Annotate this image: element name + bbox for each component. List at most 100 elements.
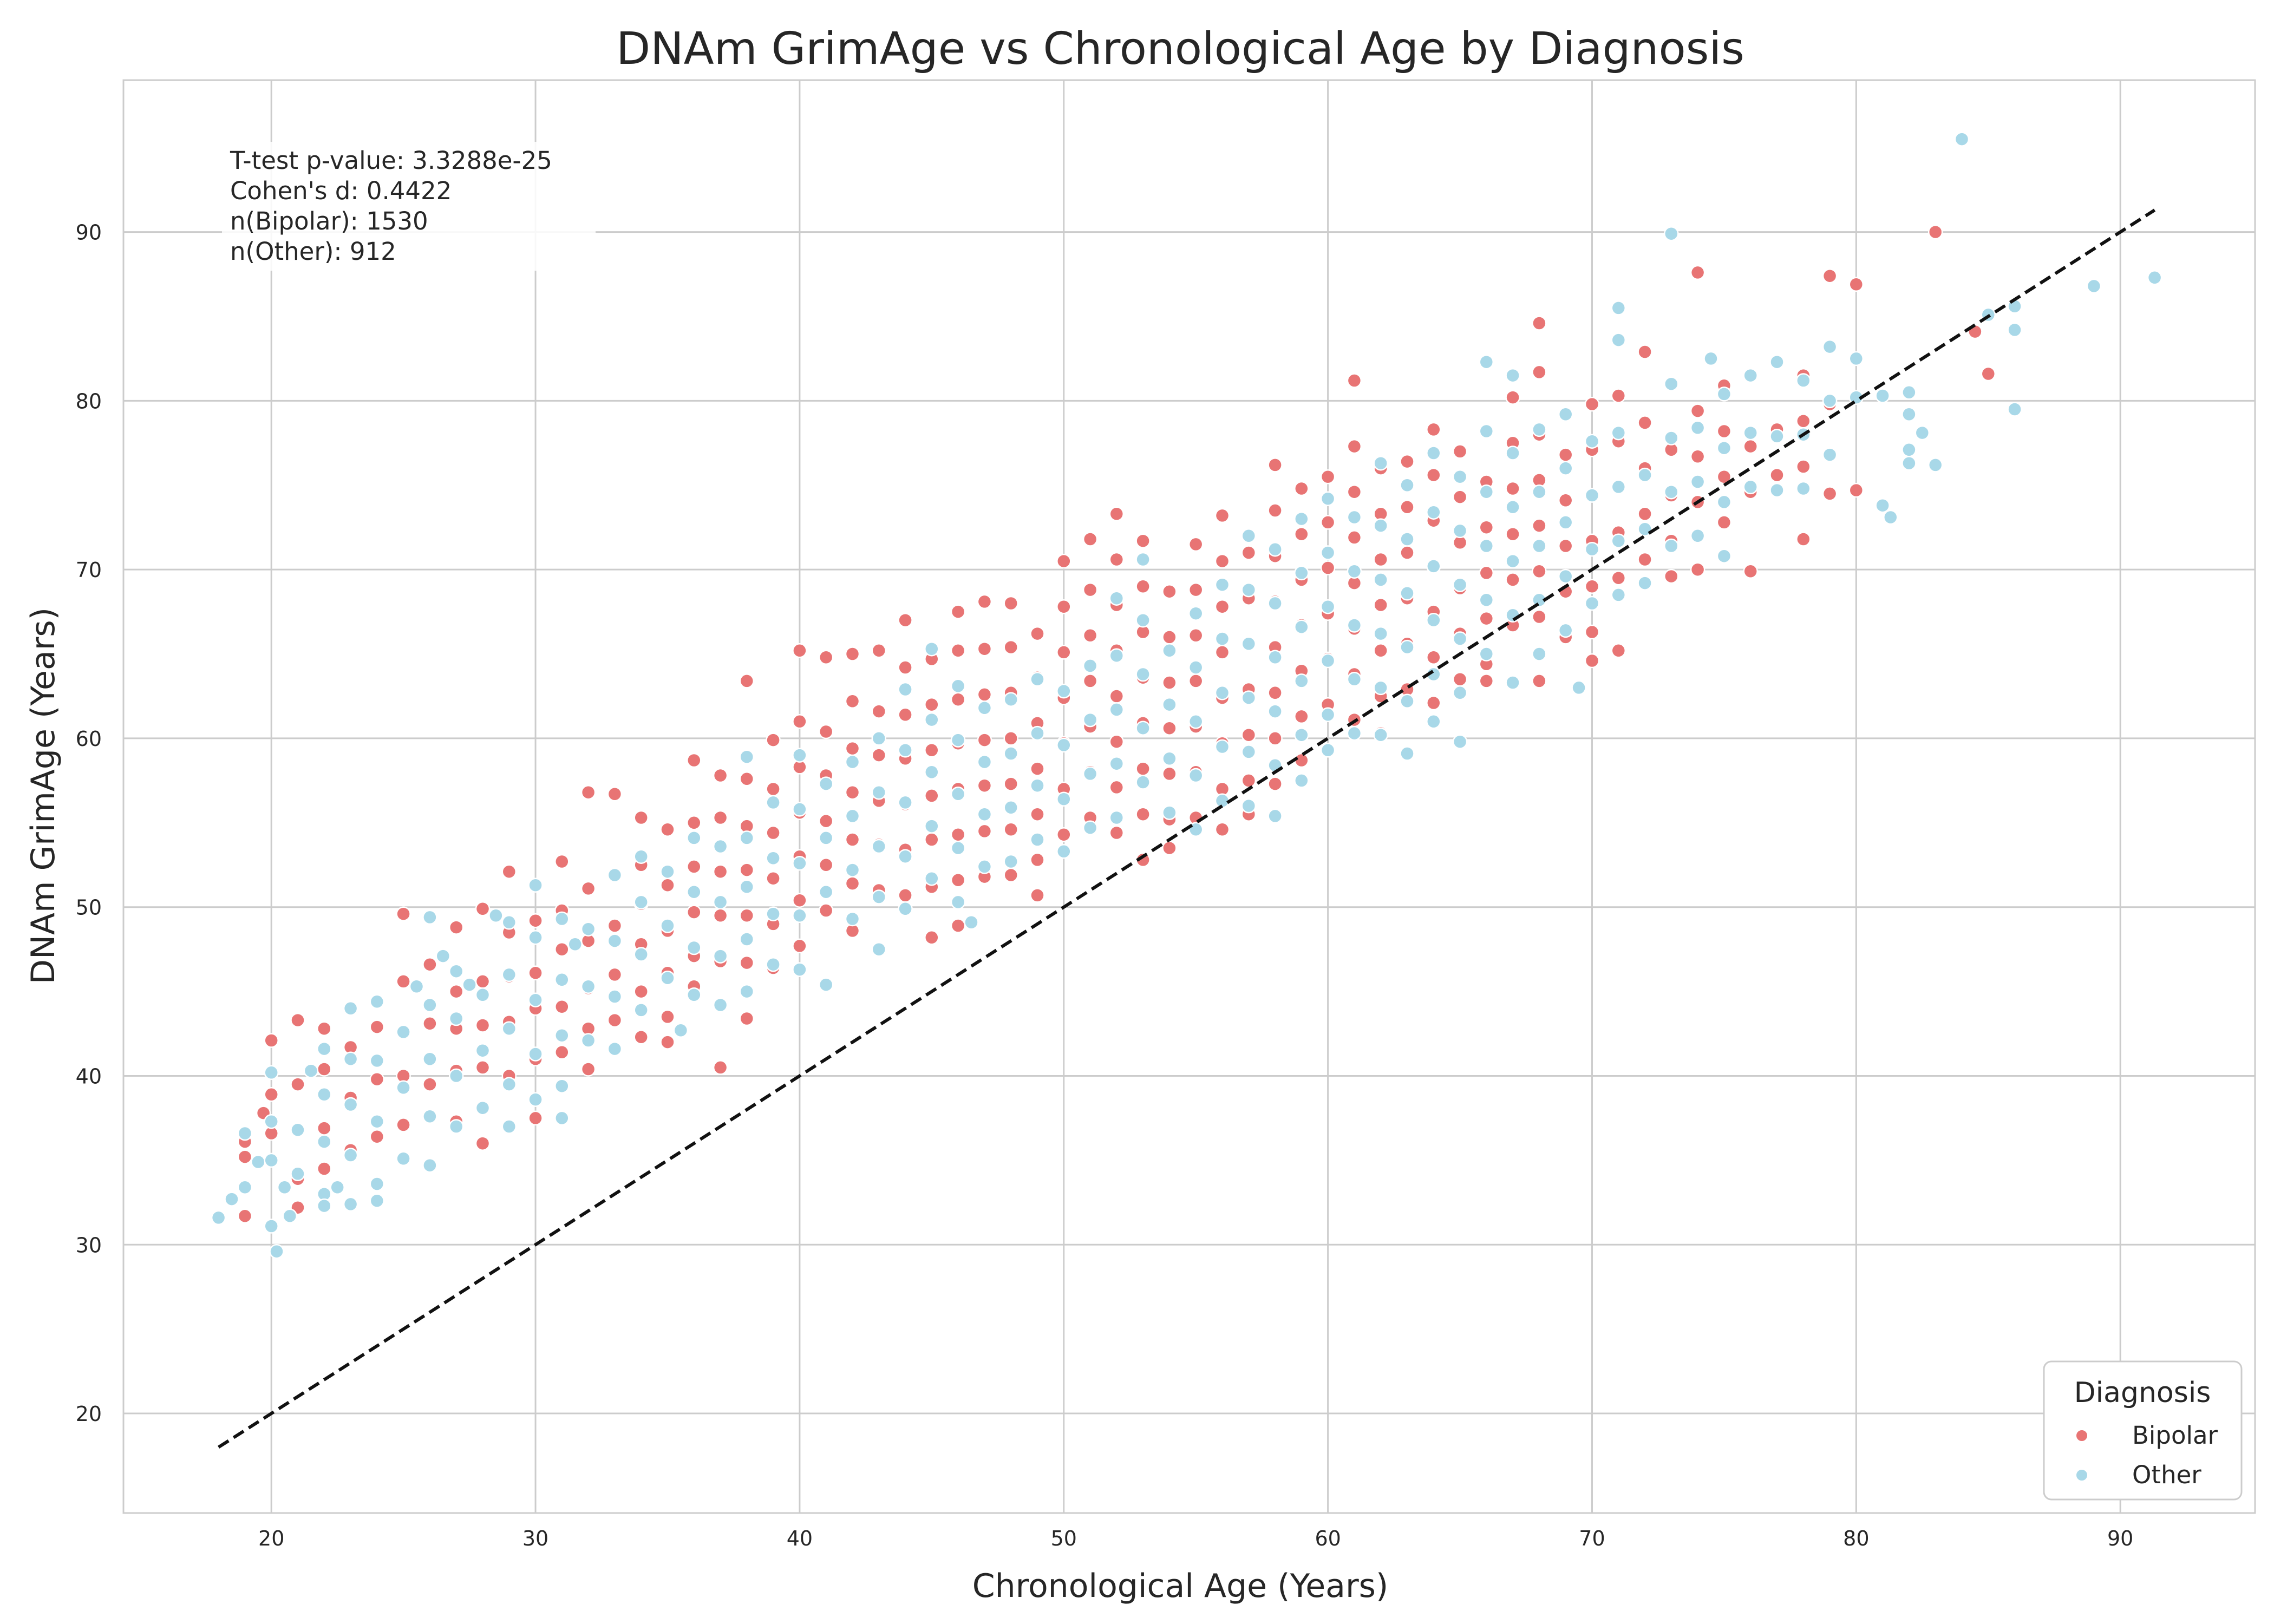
- point-other: [1400, 639, 1415, 655]
- point-other: [950, 678, 966, 694]
- point-other: [488, 908, 504, 924]
- point-bipolar: [687, 815, 702, 830]
- point-other: [1584, 488, 1600, 503]
- point-other: [792, 802, 807, 817]
- point-other: [1611, 479, 1626, 495]
- point-bipolar: [1056, 599, 1071, 614]
- legend-box: [2043, 1360, 2243, 1501]
- point-bipolar: [554, 854, 570, 869]
- point-other: [818, 776, 834, 791]
- point-other: [1030, 725, 1045, 741]
- point-bipolar: [1135, 761, 1151, 776]
- point-bipolar: [1056, 827, 1071, 842]
- point-bipolar: [739, 955, 755, 971]
- point-other: [739, 749, 755, 764]
- point-other: [1400, 477, 1415, 493]
- point-bipolar: [633, 1030, 649, 1045]
- point-other: [871, 731, 887, 746]
- point-other: [1347, 509, 1362, 525]
- point-bipolar: [1716, 423, 1732, 439]
- point-bipolar: [845, 784, 860, 800]
- point-other: [580, 1033, 596, 1048]
- point-other: [1320, 743, 1336, 758]
- point-other: [448, 964, 464, 979]
- point-bipolar: [1109, 825, 1125, 841]
- point-bipolar: [845, 876, 860, 891]
- point-other: [409, 979, 424, 994]
- point-bipolar: [475, 1136, 491, 1151]
- point-other: [1927, 457, 1943, 473]
- point-bipolar: [1981, 366, 1996, 382]
- point-other: [792, 962, 807, 977]
- point-bipolar: [1690, 403, 1706, 418]
- point-other: [977, 754, 992, 770]
- point-bipolar: [554, 999, 570, 1014]
- point-bipolar: [633, 810, 649, 826]
- point-bipolar: [1267, 685, 1283, 700]
- point-bipolar: [1135, 807, 1151, 822]
- point-other: [950, 732, 966, 748]
- point-other: [1320, 599, 1336, 614]
- point-bipolar: [1532, 609, 1547, 625]
- point-other: [1400, 693, 1415, 709]
- point-other: [1611, 425, 1626, 441]
- point-other: [1875, 388, 1890, 403]
- point-other: [396, 1151, 411, 1167]
- point-other: [1901, 385, 1917, 400]
- point-bipolar: [739, 771, 755, 787]
- point-other: [422, 1051, 437, 1067]
- point-bipolar: [422, 1077, 437, 1092]
- point-bipolar: [792, 714, 807, 729]
- point-other: [224, 1191, 239, 1207]
- point-bipolar: [1056, 553, 1071, 569]
- point-other: [687, 830, 702, 846]
- x-tick-label: 80: [1843, 1527, 1869, 1550]
- point-bipolar: [1214, 599, 1230, 614]
- point-other: [1743, 425, 1758, 441]
- point-bipolar: [290, 1077, 305, 1092]
- point-bipolar: [1347, 373, 1362, 388]
- point-other: [739, 984, 755, 999]
- point-other: [1479, 646, 1494, 662]
- point-other: [343, 1196, 358, 1212]
- point-other: [1584, 434, 1600, 449]
- point-other: [1162, 751, 1177, 767]
- point-bipolar: [1214, 553, 1230, 569]
- point-bipolar: [1479, 673, 1494, 689]
- point-other: [1716, 440, 1732, 456]
- point-other: [269, 1243, 284, 1259]
- point-bipolar: [396, 1117, 411, 1132]
- point-bipolar: [871, 748, 887, 763]
- point-other: [977, 807, 992, 822]
- point-bipolar: [792, 893, 807, 908]
- point-bipolar: [1426, 422, 1441, 437]
- point-other: [1030, 672, 1045, 687]
- y-tick-label: 80: [76, 389, 102, 413]
- point-other: [554, 1078, 570, 1093]
- point-bipolar: [1848, 277, 1864, 292]
- point-other: [1267, 595, 1283, 611]
- point-bipolar: [660, 1009, 675, 1025]
- point-bipolar: [1796, 414, 1811, 429]
- point-other: [580, 921, 596, 937]
- point-bipolar: [739, 673, 755, 689]
- point-bipolar: [660, 1034, 675, 1050]
- point-other: [1347, 725, 1362, 741]
- y-tick-label: 90: [76, 221, 102, 245]
- point-bipolar: [1030, 626, 1045, 641]
- point-bipolar: [687, 905, 702, 920]
- point-bipolar: [792, 938, 807, 954]
- point-other: [1241, 690, 1257, 705]
- point-bipolar: [1082, 628, 1098, 643]
- point-other: [1267, 541, 1283, 557]
- point-other: [1664, 484, 1679, 500]
- point-bipolar: [1347, 438, 1362, 454]
- stats-cohens-d: Cohen's d: 0.4422: [230, 176, 452, 205]
- point-other: [713, 839, 728, 854]
- point-other: [1003, 854, 1018, 869]
- point-other: [1505, 553, 1520, 569]
- point-bipolar: [1056, 645, 1071, 660]
- point-bipolar: [1426, 650, 1441, 665]
- point-bipolar: [528, 1110, 543, 1126]
